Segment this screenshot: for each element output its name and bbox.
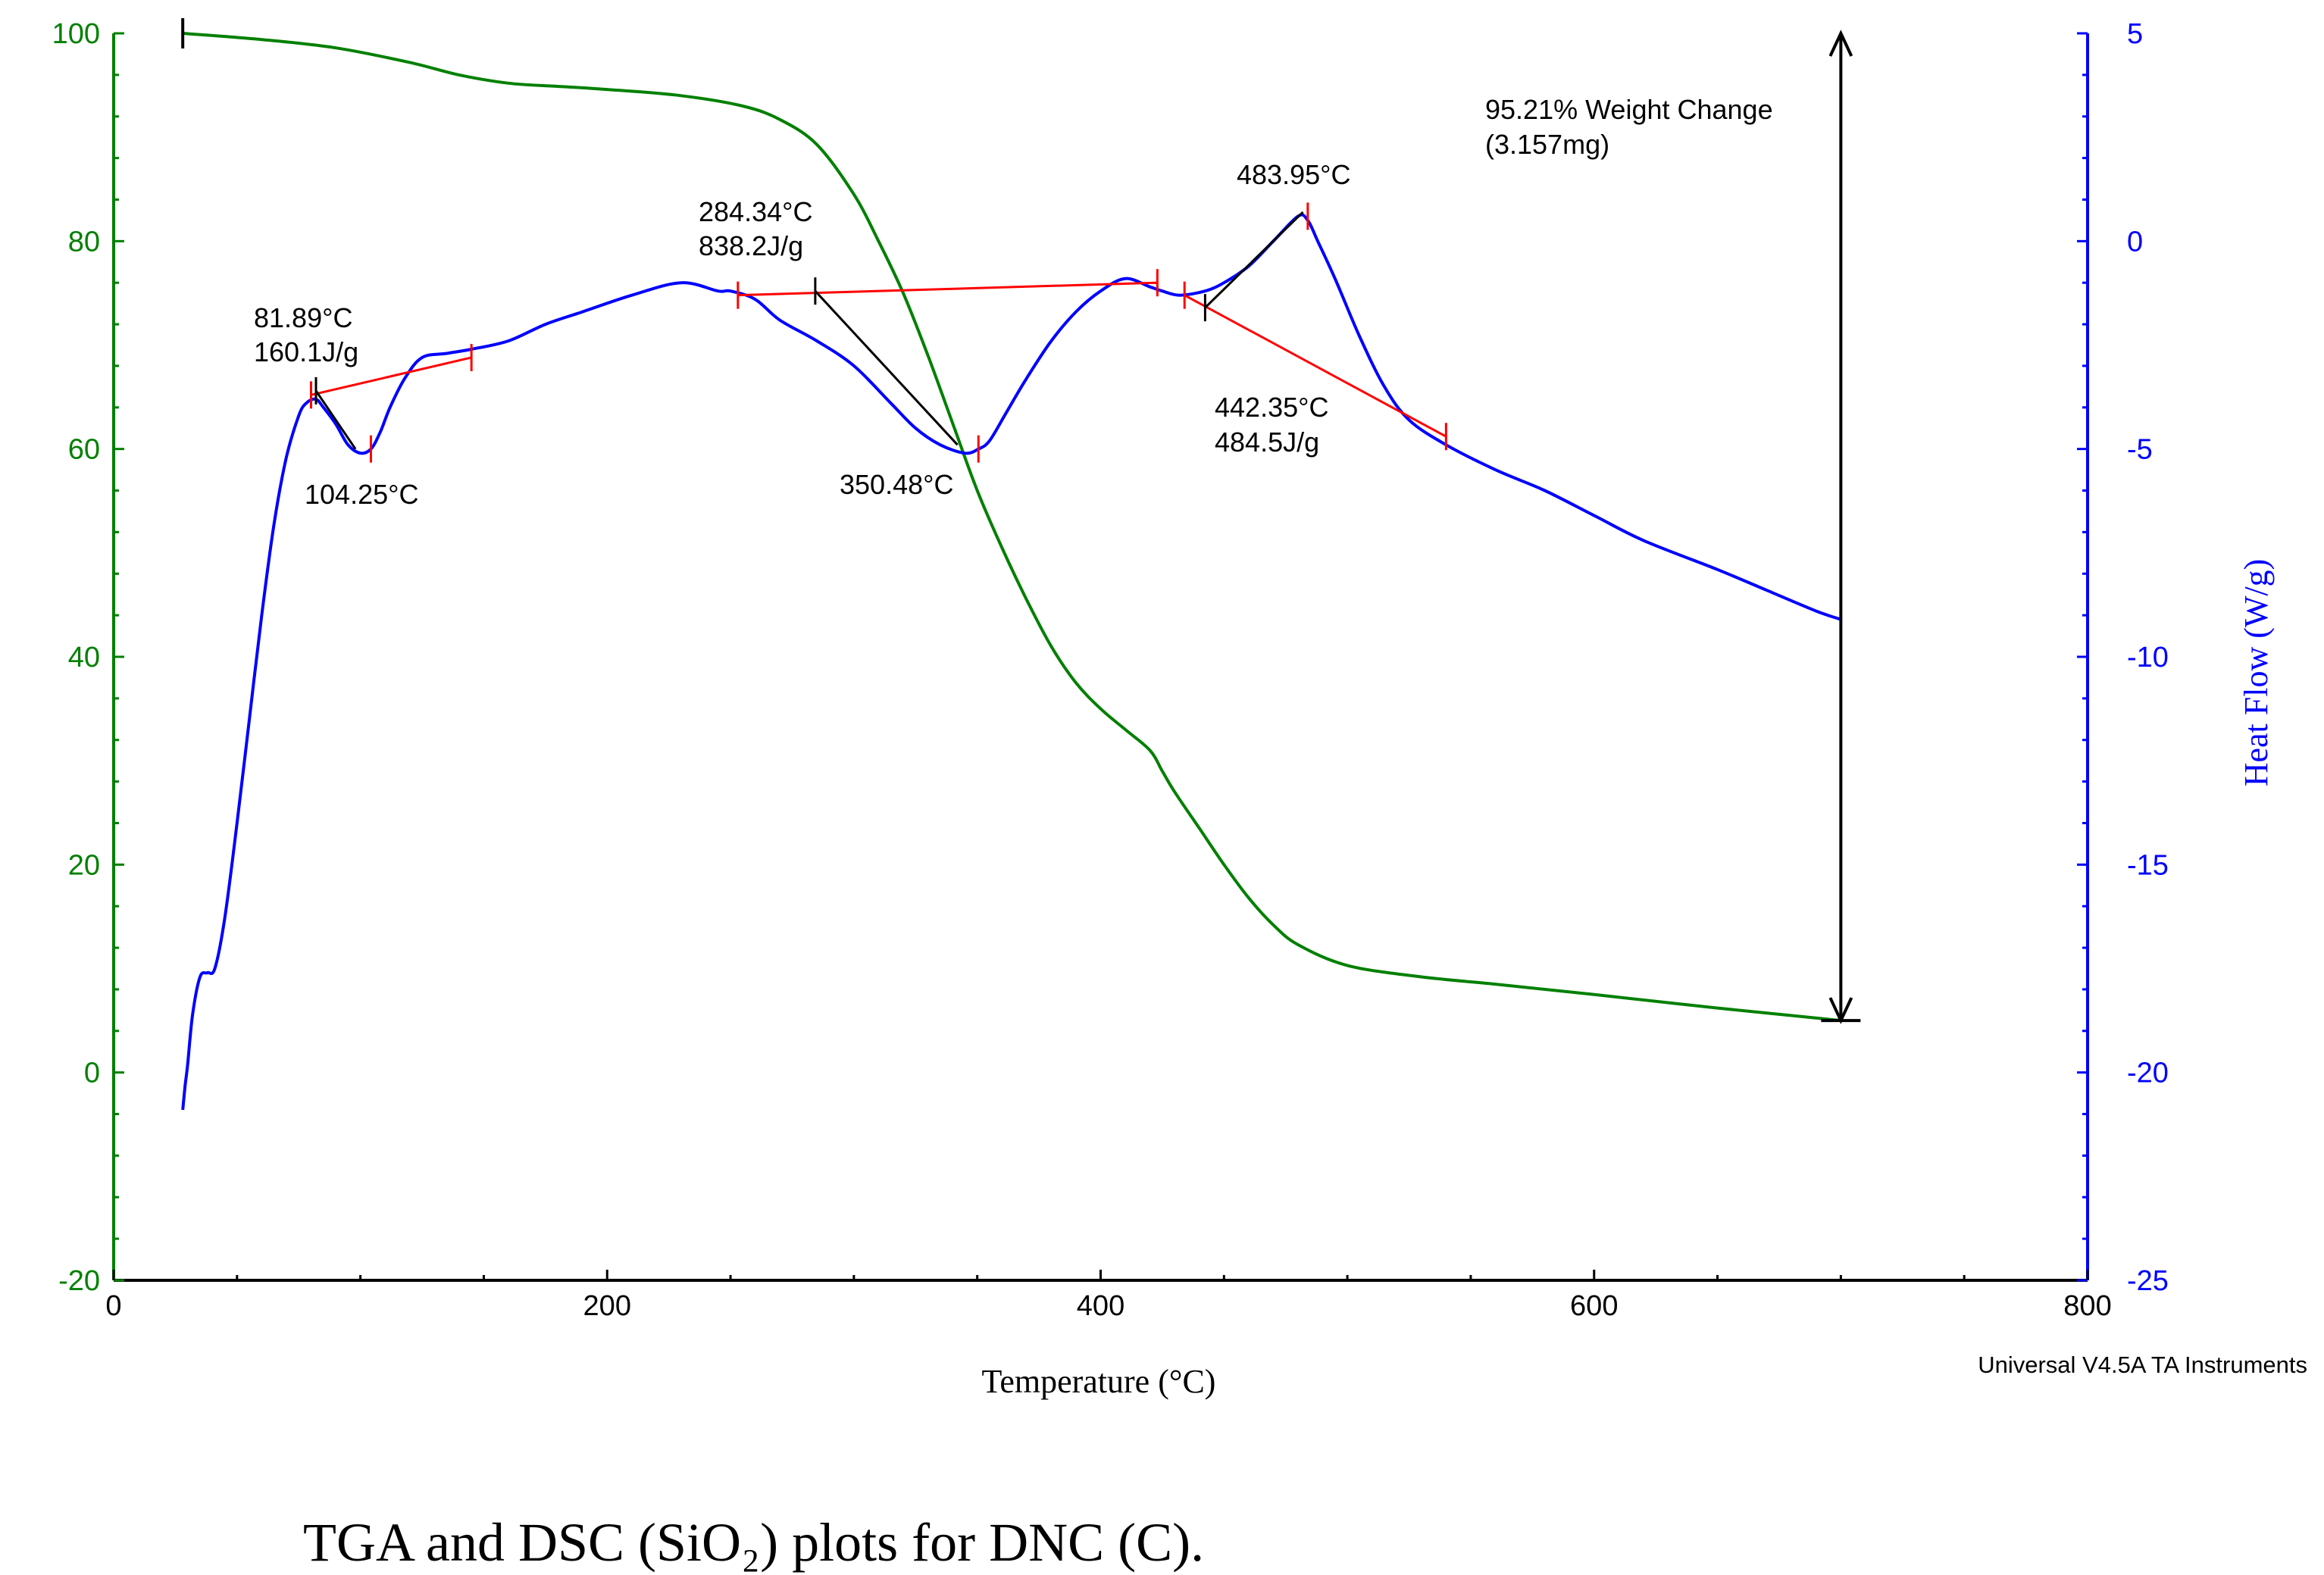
peak3-temperature-label: 483.95°C (1237, 159, 1351, 190)
left-tick-label: 0 (84, 1058, 100, 1089)
weight-change-mass-label: (3.157mg) (1485, 129, 1609, 160)
peak2-temperature-label: 350.48°C (840, 469, 954, 500)
right-tick-label: 0 (2127, 226, 2143, 258)
right-tick-label: -5 (2127, 434, 2153, 466)
right-tick-label: -25 (2127, 1265, 2169, 1297)
peak1-temperature-label: 104.25°C (305, 479, 419, 510)
left-tick-label: 20 (68, 849, 100, 881)
peak3-onset-label: 442.35°C (1215, 392, 1329, 423)
x-tick-label: 600 (1570, 1290, 1618, 1322)
x-tick-label: 400 (1077, 1290, 1124, 1322)
onset-tangent-line (314, 390, 357, 450)
weight-change-label: 95.21% Weight Change (1485, 94, 1773, 125)
instrument-footer: Universal V4.5A TA Instruments (1978, 1352, 2307, 1378)
peak3-enthalpy-label: 484.5J/g (1215, 427, 1319, 458)
baseline-line (311, 356, 472, 396)
left-tick-label: 40 (68, 642, 100, 673)
onset-tangent-line (814, 290, 959, 446)
left-tick-label: 80 (68, 226, 100, 258)
baseline-line (1184, 294, 1447, 438)
peak2-onset-label: 284.34°C (699, 196, 813, 227)
annotations: 95.21% Weight Change (3.157mg) 81.89°C160.… (181, 18, 1861, 1024)
right-tick-label: -20 (2127, 1058, 2169, 1089)
series (181, 32, 1842, 1111)
right-tick-label: -15 (2127, 849, 2169, 881)
onset-tangent-line (1204, 211, 1304, 309)
axes (112, 33, 2089, 1282)
x-tick-label: 0 (105, 1290, 121, 1322)
weight-change-arrowhead-top (1828, 30, 1853, 57)
dsc-heat-flow-line (181, 213, 1842, 1111)
tga-weight-line (183, 32, 1841, 1023)
right-tick-label: 5 (2127, 18, 2143, 50)
x-tick-label: 800 (2063, 1290, 2111, 1322)
right-axis-label: Heat Flow (W/g) (2238, 559, 2275, 787)
peak1-onset-label: 81.89°C (254, 302, 352, 333)
peak2-enthalpy-label: 838.2J/g (699, 230, 803, 261)
left-tick-label: -20 (58, 1265, 100, 1297)
x-tick-label: 200 (583, 1290, 631, 1322)
left-tick-label: 60 (68, 434, 100, 466)
x-axis-label: Temperature (°C) (982, 1363, 1216, 1400)
figure-caption: TGA and DSC (SiO₂) plots for DNC (C). (303, 1512, 1205, 1573)
left-tick-label: 100 (52, 18, 100, 50)
peak1-enthalpy-label: 160.1J/g (254, 336, 358, 367)
right-tick-label: -10 (2127, 642, 2169, 673)
baseline-line (737, 281, 1158, 297)
